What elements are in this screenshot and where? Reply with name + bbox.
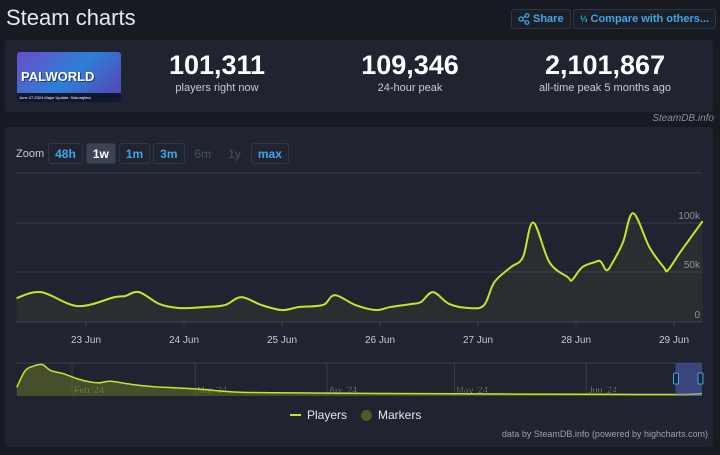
navigator-handle[interactable] bbox=[697, 372, 704, 385]
x-tick-label: 28 Jun bbox=[561, 335, 591, 346]
banner-text: June 27,2024 Major Update: Sakurajima bbox=[17, 93, 121, 102]
credit-link[interactable]: data by SteamDB.info (powered by highcha… bbox=[501, 429, 708, 439]
x-tick-label: 26 Jun bbox=[365, 335, 395, 346]
page-title: Steam charts bbox=[6, 5, 136, 30]
legend-markers-dot-icon bbox=[361, 409, 373, 421]
navigator-handle[interactable] bbox=[673, 372, 679, 385]
game-logo[interactable]: PALWORLD June 27,2024 Major Update: Saku… bbox=[17, 52, 121, 102]
legend-markers[interactable]: Markers bbox=[378, 408, 422, 422]
legend-players-line-icon bbox=[290, 414, 301, 416]
x-tick-label: 29 Jun bbox=[659, 335, 689, 346]
compare-icon: ⅓ bbox=[580, 14, 588, 24]
stat-value: 2,101,867 bbox=[544, 50, 666, 80]
legend: Players Markers bbox=[290, 408, 421, 422]
zoom-max-button[interactable]: max bbox=[250, 143, 289, 164]
zoom-6m-button: 6m bbox=[194, 146, 212, 161]
stat-value: 109,346 bbox=[361, 50, 459, 80]
stat-label: players right now bbox=[175, 82, 259, 94]
zoom-48h-button[interactable]: 48h bbox=[48, 143, 83, 164]
navigator-tick-label: Jun '24 bbox=[588, 385, 617, 395]
zoom-1m-button[interactable]: 1m bbox=[118, 143, 151, 164]
compare-label: Compare with others... bbox=[590, 13, 710, 25]
zoom-label: Zoom bbox=[16, 147, 45, 160]
x-tick-label: 24 Jun bbox=[169, 335, 199, 346]
legend-players[interactable]: Players bbox=[307, 408, 348, 422]
players-area bbox=[16, 213, 703, 322]
steamdb-brand: SteamDB.info bbox=[652, 113, 714, 124]
zoom-3m-button[interactable]: 3m bbox=[153, 143, 185, 164]
share-button[interactable]: Share bbox=[511, 9, 571, 29]
x-tick-label: 27 Jun bbox=[463, 335, 493, 346]
stats-header: PALWORLD June 27,2024 Major Update: Saku… bbox=[5, 40, 713, 112]
zoom-controls: Zoom 48h 1w 1m 3m 6m 1y max bbox=[16, 143, 289, 164]
stat-all-time-peak: 2,101,867 all-time peak 5 months ago bbox=[525, 50, 685, 94]
navigator-tick-label: Apr '24 bbox=[329, 385, 357, 395]
navigator-area bbox=[16, 364, 702, 396]
y-tick-label: 50k bbox=[684, 260, 701, 271]
x-tick-label: 25 Jun bbox=[267, 335, 297, 346]
stat-value: 101,311 bbox=[168, 50, 266, 80]
compare-button[interactable]: ⅓ Compare with others... bbox=[573, 9, 717, 29]
y-tick-label: 0 bbox=[694, 310, 700, 321]
players-line[interactable] bbox=[16, 212, 704, 312]
logo-text: PALWORLD bbox=[21, 69, 95, 84]
x-tick-label: 23 Jun bbox=[71, 335, 101, 346]
stat-label: 24-hour peak bbox=[377, 82, 443, 94]
zoom-1y-button: 1y bbox=[228, 146, 241, 161]
share-label: Share bbox=[533, 13, 564, 25]
stat-current: 101,311 players right now bbox=[157, 50, 277, 94]
navigator-tick-label: Feb '24 bbox=[74, 385, 104, 395]
stat-label: all-time peak 5 months ago bbox=[538, 82, 672, 94]
navigator-tick-label: May '24 bbox=[457, 385, 488, 395]
zoom-1w-button[interactable]: 1w bbox=[85, 143, 116, 164]
navigator-line bbox=[16, 363, 703, 396]
share-icon bbox=[518, 13, 530, 25]
stat-24h-peak: 109,346 24-hour peak bbox=[340, 50, 480, 94]
y-tick-label: 100k bbox=[678, 211, 701, 222]
